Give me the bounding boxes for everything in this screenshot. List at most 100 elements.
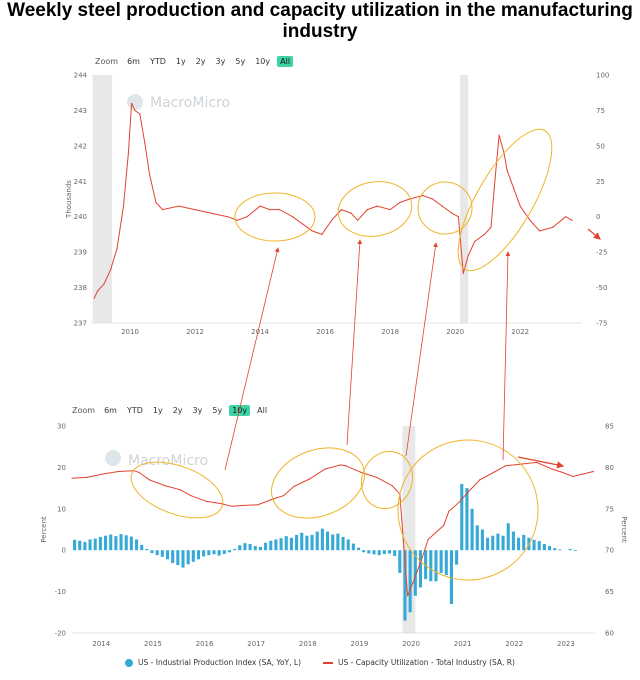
zoom-button-ytd[interactable]: YTD	[126, 406, 143, 415]
zoom-toolbar-bottom: Zoom 6m YTD 1y 2y 3y 5y 10y All	[72, 405, 270, 416]
top-series-point	[552, 226, 554, 228]
top-x-tick-2016: 2016	[316, 328, 334, 336]
zoom-button-1y[interactable]: 1y	[152, 406, 163, 415]
legend-item-cu[interactable]: US - Capacity Utilization - Total Indust…	[323, 658, 515, 667]
trend-arrow-bottom	[517, 456, 565, 469]
top-y-axis-label: Thousands	[65, 180, 73, 219]
cu-series-point	[391, 485, 393, 487]
top-y2-tick-0: 0	[596, 213, 600, 221]
ip-bar	[269, 540, 273, 551]
ip-bar	[506, 523, 510, 551]
top-series-point	[467, 255, 469, 257]
zoom-button-2y[interactable]: 2y	[172, 406, 183, 415]
top-series-point	[457, 216, 460, 218]
annotation-ellipse-0	[234, 192, 316, 242]
cu-series-point	[148, 479, 151, 481]
ip-bar	[284, 536, 288, 551]
ip-bar	[362, 550, 366, 553]
ip-bar	[439, 550, 443, 573]
zoom-button-6m[interactable]: 6m	[104, 406, 117, 415]
zoom-button-10y[interactable]: 10y	[255, 57, 271, 66]
cu-series-point	[71, 477, 73, 479]
top-series-point	[161, 209, 164, 211]
top-series-point	[178, 205, 180, 207]
top-recession-shade-0	[92, 75, 113, 323]
zoom-button-all[interactable]: All	[277, 56, 294, 67]
annotation-ellipse-6	[360, 450, 414, 510]
bottom-y2-tick-70: 70	[605, 547, 614, 555]
bottom-watermark-logo-icon	[105, 450, 121, 466]
zoom-button-all[interactable]: All	[257, 406, 268, 415]
top-y-tick-241: 241	[74, 178, 87, 186]
ip-bar	[444, 550, 448, 576]
top-series-point	[122, 205, 125, 207]
top-series-point	[340, 209, 342, 211]
cu-series-point	[494, 470, 496, 473]
top-y2-tick--25: -25	[596, 249, 607, 257]
top-series-point	[376, 205, 378, 207]
zoom-button-ytd[interactable]: YTD	[149, 57, 166, 66]
bottom-y-tick--10: -10	[55, 588, 66, 596]
top-y2-tick-25: 25	[596, 178, 605, 186]
ip-bar	[176, 550, 180, 566]
zoom-button-5y[interactable]: 5y	[212, 406, 223, 415]
cu-series-point	[86, 476, 89, 478]
ip-bar	[222, 550, 226, 554]
ip-bar	[367, 550, 371, 554]
zoom-button-3y[interactable]: 3y	[215, 57, 226, 66]
top-series-point	[259, 205, 261, 207]
bottom-y2-tick-85: 85	[605, 423, 614, 431]
bottom-y-tick-20: 20	[57, 464, 66, 472]
top-series-point	[399, 201, 401, 204]
top-series-point	[301, 223, 303, 225]
ip-bar	[547, 546, 552, 551]
zoom-button-1y[interactable]: 1y	[175, 57, 186, 66]
bottom-x-tick-2018: 2018	[299, 640, 317, 648]
legend-item-ip[interactable]: US - Industrial Production Index (SA, Yo…	[125, 658, 301, 667]
ip-bar	[387, 550, 392, 554]
ip-bar	[372, 550, 376, 555]
cu-series-point	[221, 503, 223, 505]
annotation-arrow-1	[346, 239, 363, 446]
bottom-x-tick-2022: 2022	[505, 640, 523, 648]
bottom-y2-axis-label: Percent	[620, 516, 628, 543]
zoom-button-5y[interactable]: 5y	[235, 57, 246, 66]
ip-bar	[196, 550, 201, 560]
top-series-point	[565, 216, 567, 218]
top-series-point	[519, 205, 521, 207]
cu-series-point	[551, 468, 553, 470]
ip-bar	[104, 535, 108, 551]
top-x-tick-2018: 2018	[381, 328, 399, 336]
top-series-point	[462, 272, 464, 274]
top-series-point	[483, 233, 486, 236]
cu-series-point	[360, 471, 362, 473]
ip-bar	[341, 536, 345, 551]
top-y2-tick-100: 100	[596, 72, 609, 80]
ip-bar	[238, 545, 242, 551]
bottom-y-axis-label: Percent	[40, 516, 48, 543]
top-series-point	[246, 216, 248, 218]
zoom-button-6m[interactable]: 6m	[127, 57, 140, 66]
top-watermark: MacroMicro	[150, 95, 230, 111]
top-series-point	[331, 219, 333, 221]
top-x-tick-2010: 2010	[121, 328, 139, 336]
annotation-ellipse-1	[337, 181, 413, 237]
top-series-point	[148, 173, 151, 175]
ip-bar	[486, 537, 490, 551]
zoom-button-3y[interactable]: 3y	[192, 406, 203, 415]
annotation-arrow-2	[405, 242, 438, 457]
bottom-y2-tick-60: 60	[605, 630, 614, 638]
top-series-point	[389, 209, 391, 211]
top-y2-tick--50: -50	[596, 284, 607, 292]
ip-bar	[558, 549, 562, 551]
annotation-ellipse-5	[271, 447, 365, 519]
top-series-point	[357, 219, 359, 221]
top-x-tick-2022: 2022	[511, 328, 529, 336]
ip-bar	[398, 550, 402, 573]
ip-bar	[455, 550, 459, 565]
zoom-button-10y[interactable]: 10y	[229, 405, 251, 416]
top-series-point	[96, 290, 99, 292]
zoom-button-2y[interactable]: 2y	[195, 57, 206, 66]
top-series-point	[539, 230, 541, 232]
